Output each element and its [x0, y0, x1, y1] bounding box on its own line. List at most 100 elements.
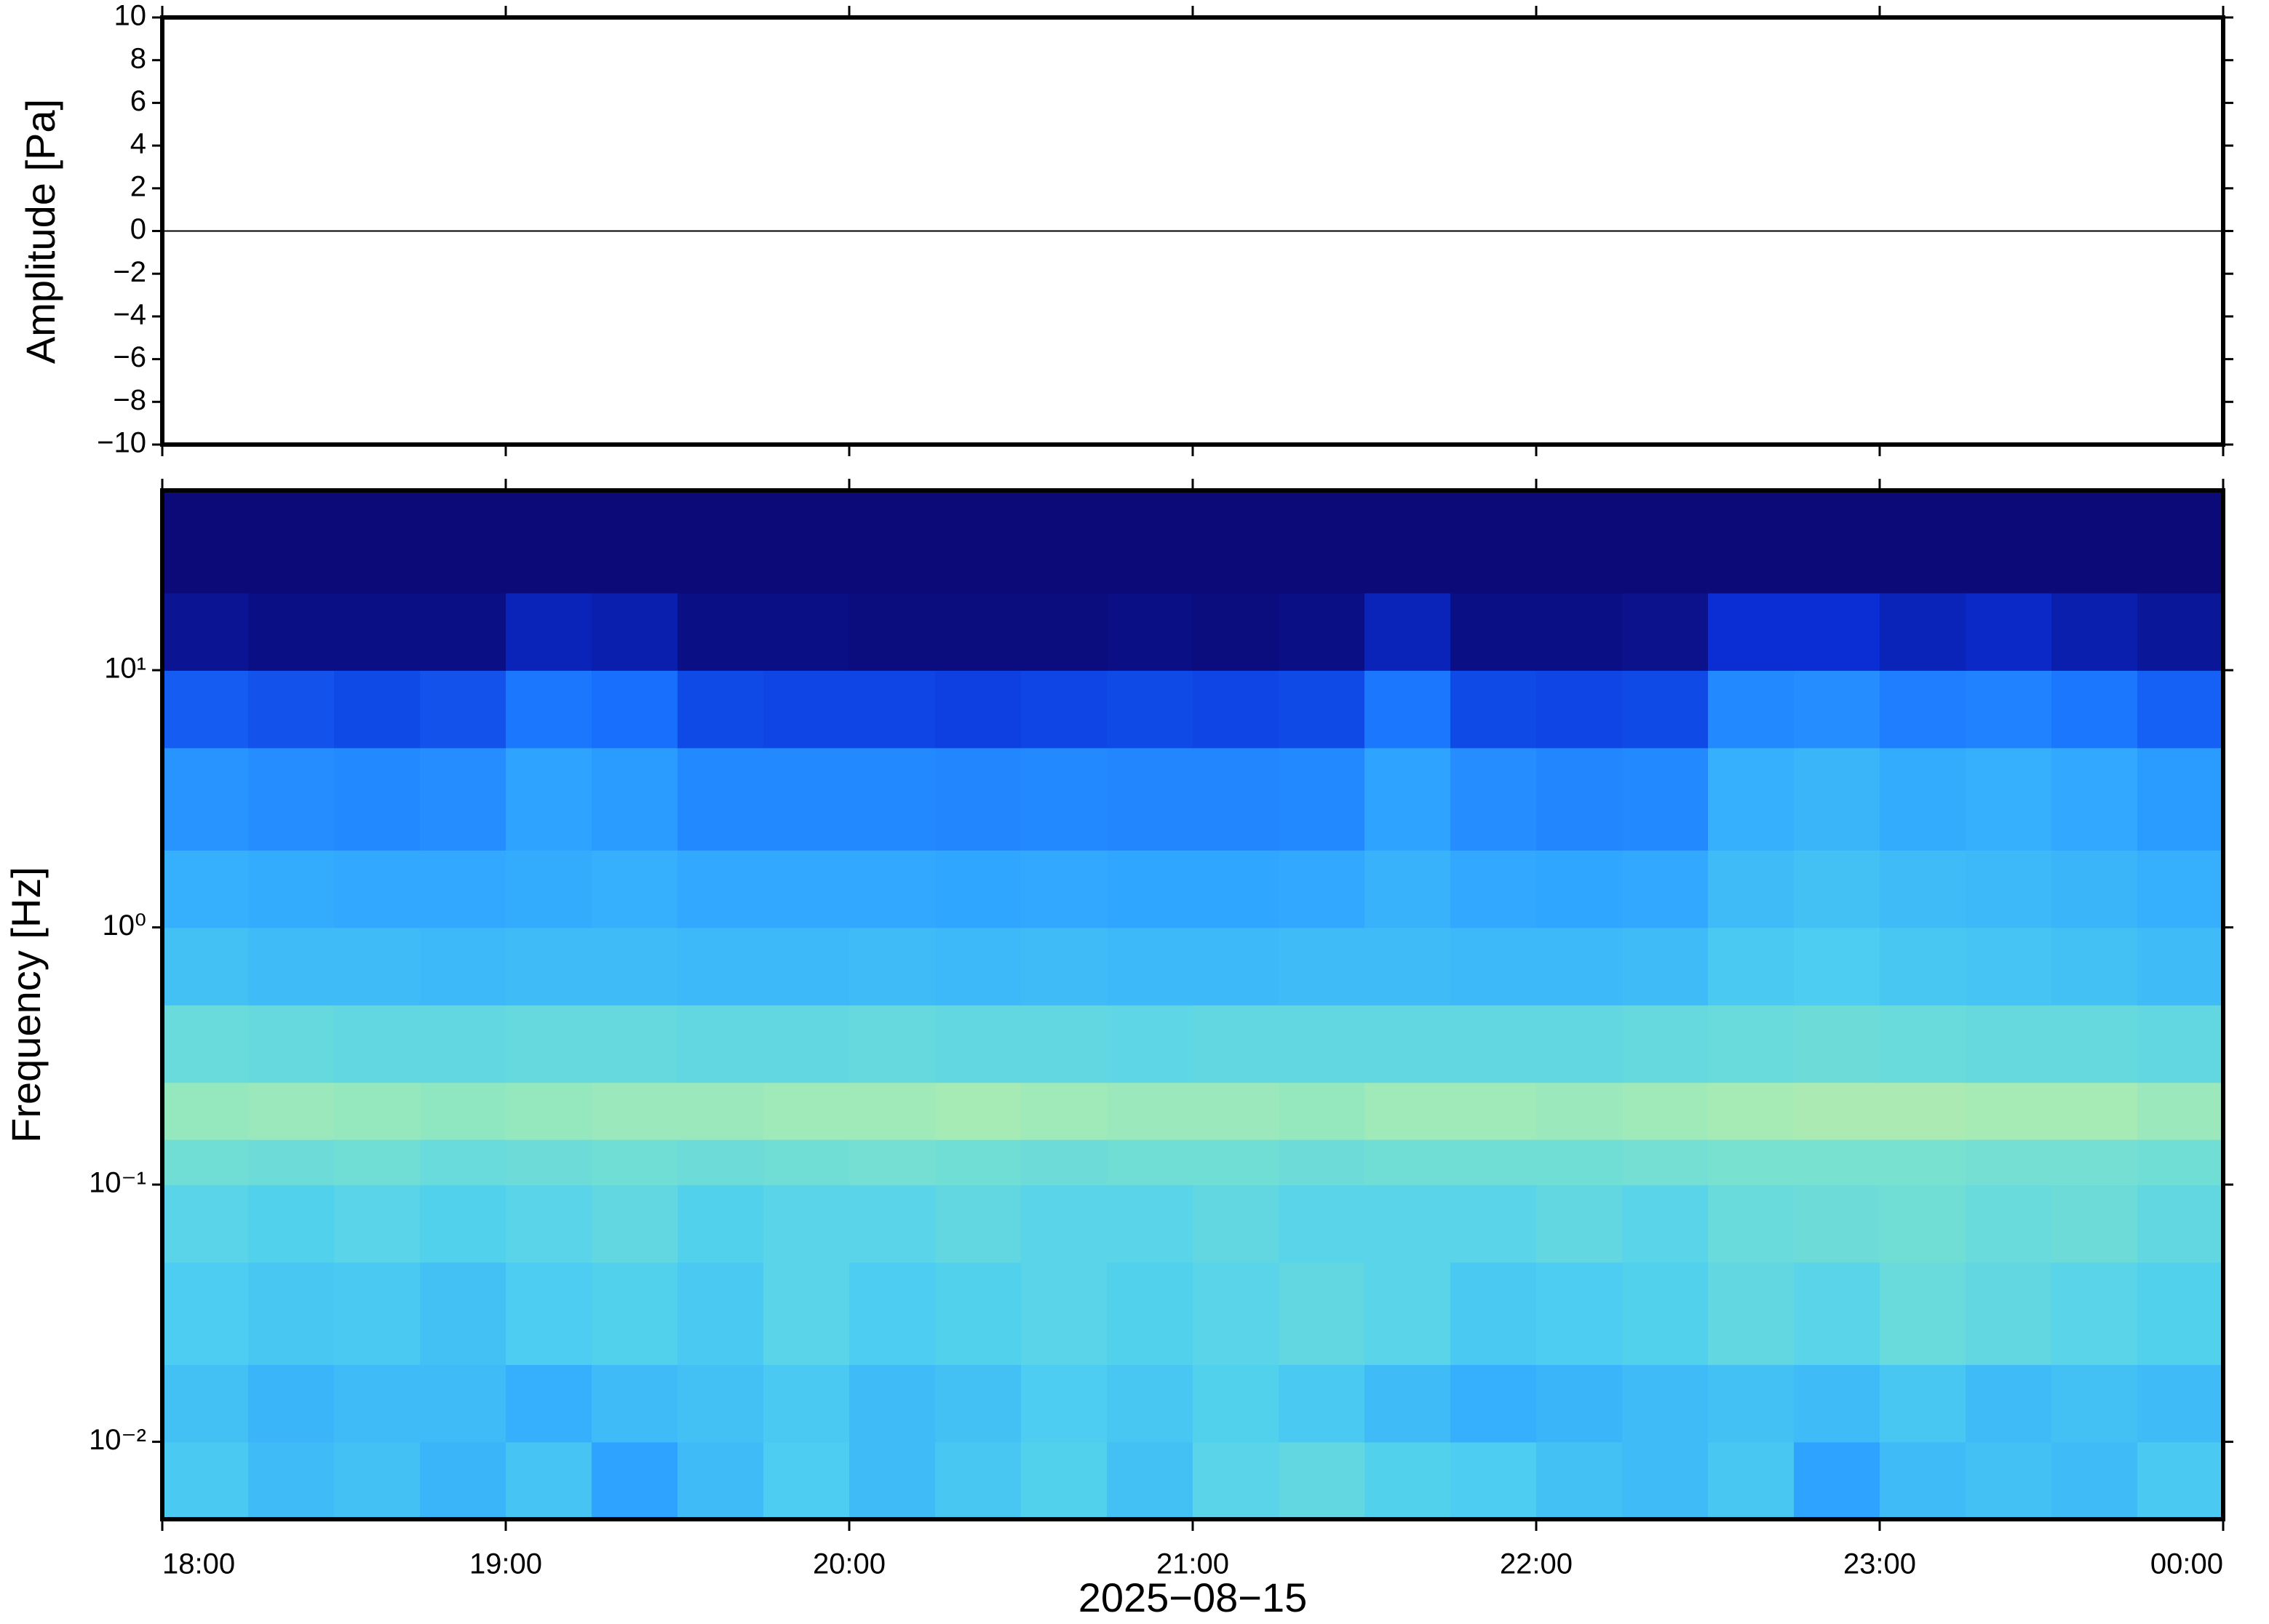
y-tick-label: 10⁰ — [102, 909, 146, 942]
spectrogram-cell — [1279, 1262, 1365, 1365]
spectrogram-cell — [162, 1364, 249, 1443]
spectrogram-cell — [1107, 670, 1193, 749]
spectrogram-cell — [763, 850, 850, 928]
spectrogram-cell — [506, 592, 592, 671]
spectrogram-cell — [162, 1441, 249, 1520]
spectrogram-cell — [592, 747, 678, 851]
spectrogram-cell — [1107, 592, 1193, 671]
spectrogram-cell — [248, 1005, 335, 1083]
spectrogram-cell — [1880, 490, 1966, 594]
spectrogram-cell — [2051, 670, 2138, 749]
x-tick-label: 00:00 — [2150, 1548, 2223, 1580]
spectrogram-cell — [677, 1364, 764, 1443]
spectrogram-cell — [1880, 1082, 1966, 1140]
spectrogram-cell — [592, 490, 678, 594]
spectrogram-cell — [1450, 1364, 1537, 1443]
spectrogram-cell — [334, 670, 421, 749]
spectrogram-cell — [248, 1139, 335, 1185]
spectrogram-cell — [592, 1005, 678, 1083]
x-axis-label: 2025−08−15 — [1078, 1575, 1308, 1620]
spectrogram-cell — [1107, 1364, 1193, 1443]
spectrogram-cell — [1193, 1185, 1279, 1263]
spectrogram-cell — [1193, 1262, 1279, 1365]
spectrogram-cell — [1966, 1364, 2052, 1443]
spectrogram-cell — [506, 1005, 592, 1083]
spectrogram-cell — [1536, 1139, 1623, 1185]
spectrogram-cell — [935, 850, 1022, 928]
x-tick-label: 19:00 — [469, 1548, 542, 1580]
spectrogram-cell — [1622, 670, 1709, 749]
y-tick-label: −8 — [113, 384, 146, 416]
spectrogram-cell — [1794, 1441, 1880, 1520]
y-tick-label: 0 — [130, 213, 146, 245]
spectrogram-cell — [1021, 592, 1108, 671]
spectrogram-cell — [1708, 747, 1795, 851]
spectrogram-cell — [1794, 670, 1880, 749]
spectrogram-cell — [1794, 1005, 1880, 1083]
spectrogram-cell — [1880, 1262, 1966, 1365]
spectrogram-cell — [1021, 747, 1108, 851]
spectrogram-cell — [1107, 1082, 1193, 1140]
spectrogram-cell — [1708, 1262, 1795, 1365]
y-tick-label: 4 — [130, 128, 146, 160]
spectrogram-cell — [162, 490, 249, 594]
spectrogram-cell — [1708, 592, 1795, 671]
spectrogram-cell — [248, 1364, 335, 1443]
spectrogram-cell — [2137, 1262, 2224, 1365]
spectrogram-cell — [849, 1262, 936, 1365]
spectrogram-cell — [420, 670, 506, 749]
spectrogram-cell — [1966, 927, 2052, 1006]
spectrogram-cell — [1279, 490, 1365, 594]
spectrogram-cell — [2051, 1364, 2138, 1443]
spectrogram-cell — [677, 850, 764, 928]
spectrogram-cell — [1708, 1139, 1795, 1185]
spectrogram-cell — [2051, 1139, 2138, 1185]
spectrogram-cell — [1536, 670, 1623, 749]
spectrogram-cell — [1364, 1185, 1451, 1263]
spectrogram-cell — [592, 1441, 678, 1520]
spectrogram-cell — [763, 1139, 850, 1185]
y-tick-label: 10⁻² — [89, 1424, 146, 1456]
spectrogram-cell — [2051, 1262, 2138, 1365]
spectrogram-cell — [935, 1185, 1022, 1263]
spectrogram-cell — [592, 670, 678, 749]
spectrogram-cell — [849, 1441, 936, 1520]
spectrogram-cell — [506, 1364, 592, 1443]
spectrogram-cell — [849, 1185, 936, 1263]
spectrogram-cell — [849, 592, 936, 671]
spectrogram-cell — [334, 1185, 421, 1263]
spectrogram-cell — [763, 927, 850, 1006]
spectrogram-cell — [2051, 1441, 2138, 1520]
spectrogram-cell — [1021, 1005, 1108, 1083]
spectrogram-cell — [592, 1262, 678, 1365]
spectrogram-cell — [248, 1262, 335, 1365]
spectrogram-cell — [420, 1139, 506, 1185]
spectrogram-cell — [1450, 747, 1537, 851]
spectrogram-cell — [935, 1005, 1022, 1083]
spectrogram-cell — [506, 927, 592, 1006]
spectrogram-cell — [763, 1441, 850, 1520]
spectrogram-cell — [1021, 927, 1108, 1006]
spectrogram-cell — [2137, 670, 2224, 749]
spectrogram-cell — [935, 1262, 1022, 1365]
spectrogram-cell — [2137, 1139, 2224, 1185]
spectrogram-cell — [1193, 592, 1279, 671]
spectrogram-cell — [1193, 747, 1279, 851]
spectrogram-cell — [420, 927, 506, 1006]
spectrogram-cell — [1794, 850, 1880, 928]
spectrogram-cell — [334, 592, 421, 671]
spectrogram-cell — [162, 1139, 249, 1185]
spectrogram-cell — [1966, 670, 2052, 749]
spectrogram-cell — [592, 592, 678, 671]
spectrogram-cell — [763, 1262, 850, 1365]
x-tick-label: 21:00 — [1156, 1548, 1229, 1580]
spectrogram-cell — [1279, 1185, 1365, 1263]
spectrogram-cell — [1708, 1364, 1795, 1443]
y-axis-label: Amplitude [Pa] — [17, 99, 63, 364]
spectrogram-cell — [162, 1185, 249, 1263]
spectrogram-cell — [592, 1185, 678, 1263]
spectrogram-cell — [248, 1441, 335, 1520]
spectrogram-cell — [248, 1185, 335, 1263]
spectrogram-cell — [763, 1005, 850, 1083]
